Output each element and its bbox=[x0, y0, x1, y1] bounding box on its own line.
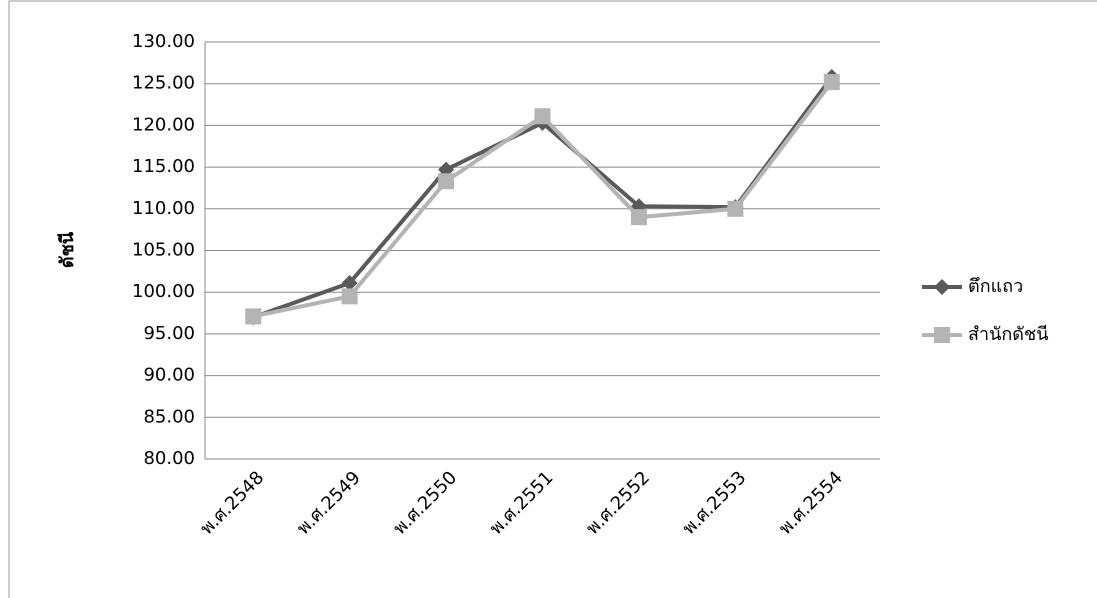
y-tick-label: 100.00 bbox=[132, 281, 195, 302]
point bbox=[438, 173, 455, 190]
x-tick-label: พ.ศ.2548 bbox=[196, 467, 268, 539]
y-tick-label: 125.00 bbox=[132, 73, 195, 94]
point bbox=[934, 327, 950, 343]
point bbox=[245, 308, 262, 325]
point bbox=[727, 200, 744, 217]
y-axis-label: ดัชนี bbox=[57, 231, 78, 268]
legend-label: สำนักดัชนี bbox=[968, 324, 1049, 345]
point bbox=[934, 279, 950, 295]
y-tick-label: 115.00 bbox=[132, 156, 195, 177]
point bbox=[341, 288, 358, 305]
y-tick-label: 105.00 bbox=[132, 240, 195, 261]
x-tick-label: พ.ศ.2553 bbox=[679, 467, 751, 539]
x-tick-label: พ.ศ.2552 bbox=[582, 467, 654, 539]
x-tick-label: พ.ศ.2550 bbox=[389, 467, 461, 539]
point bbox=[630, 209, 647, 226]
legend-label: ตึกแถว bbox=[968, 276, 1023, 297]
chart-frame bbox=[8, 0, 1097, 598]
x-tick-label: พ.ศ.2551 bbox=[486, 467, 558, 539]
y-tick-label: 120.00 bbox=[132, 114, 195, 135]
point bbox=[341, 275, 358, 292]
y-tick-label: 110.00 bbox=[132, 198, 195, 219]
x-tick-label: พ.ศ.2554 bbox=[775, 467, 847, 539]
y-tick-label: 85.00 bbox=[143, 406, 195, 427]
point bbox=[534, 108, 551, 125]
point bbox=[823, 74, 840, 91]
x-tick-label: พ.ศ.2549 bbox=[293, 467, 365, 539]
y-tick-label: 80.00 bbox=[143, 448, 195, 469]
y-tick-label: 130.00 bbox=[132, 31, 195, 52]
y-tick-label: 90.00 bbox=[143, 365, 195, 386]
y-tick-label: 95.00 bbox=[143, 323, 195, 344]
